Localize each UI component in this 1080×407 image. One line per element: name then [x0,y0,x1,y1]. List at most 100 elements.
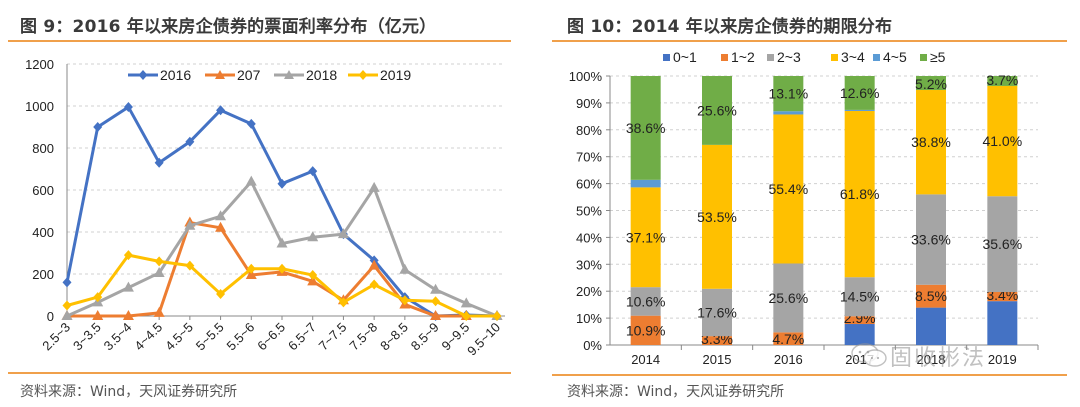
y-tick-label: 200 [32,267,54,282]
data-point-2018 [153,266,165,277]
y-tick-label: 100% [569,69,603,84]
bar-segment-3~4 [630,187,661,288]
data-point-207 [215,221,227,232]
bar-segment-≥5 [987,76,1018,86]
x-tick-label: 9.5~10 [464,320,503,359]
bar-segment-2~3 [987,196,1018,293]
bar-segment-1~2 [987,292,1018,302]
data-point-2019 [277,263,287,274]
legend-item-2016: 2016 [128,67,191,83]
legend-item-2018: 2018 [274,67,337,83]
left-figure-title: 图 9：2016 年以来房企债券的票面利率分布（亿元） [20,17,437,37]
data-point-2019 [400,295,410,306]
legend-item-3~4: 3~4 [831,49,865,65]
legend-item-≥5: ≥5 [920,49,946,65]
y-tick-label: 0 [47,309,54,324]
bar-segment-1~2 [702,336,732,345]
x-tick-label: 6~6.5 [254,320,288,354]
legend-item-2019: 2019 [348,67,411,83]
data-point-2018 [307,231,319,242]
y-tick-label: 0% [583,338,602,353]
data-label: 10.9% [626,322,666,338]
data-point-2018 [122,281,134,292]
left-figure-panel: 图 9：2016 年以来房企债券的票面利率分布（亿元） 0 200 400 600 80… [8,17,511,400]
legend-label: 207 [237,67,261,83]
data-point-2019 [185,260,195,271]
legend-marker-icon [284,70,294,79]
y-tick-label: 20% [576,284,602,299]
legend-swatch [831,54,838,61]
data-point-2019 [461,311,471,321]
y-tick-label: 1000 [25,99,54,114]
data-point-2018 [430,283,442,294]
bar-segment-2~3 [630,287,661,316]
data-point-207 [430,310,442,320]
coupon-rate-line-chart: 0 200 400 600 800 1000 1200 2.5~33~3.53.5~44~4.… [25,57,505,359]
data-label: 17.6% [697,304,737,320]
data-point-2016 [277,178,287,189]
bar-segment-4~5 [844,109,875,111]
bar-segment-≥5 [844,76,875,110]
data-label: 8.5% [915,288,947,304]
x-tick-label: 2014 [631,352,660,367]
data-label: 38.6% [626,120,666,136]
bar-segment-4~5 [630,179,661,188]
bar-segment-1~2 [630,315,661,345]
y-tick-label: 70% [576,150,602,165]
data-point-2018 [460,297,472,308]
bar-segment-3~4 [773,114,804,264]
data-point-2016 [308,166,318,177]
legend-label: 3~4 [841,49,865,65]
data-point-2018 [245,175,257,186]
x-tick-label: 2.5~3 [39,320,73,354]
x-tick-label: 6.5~7 [285,320,319,354]
right-figure-panel: 图 10：2014 年以来房企债券的期限分布 0% 10% 20% 30% 40% 50%… [545,0,1080,407]
legend-swatch [920,54,927,61]
bar-segment-2~3 [702,288,732,337]
data-point-207 [368,259,380,270]
data-label: 41.0% [982,133,1022,149]
data-label: 37.1% [626,229,666,245]
x-tick-label: 8~8.5 [377,320,411,354]
legend-item-1~2: 1~2 [721,49,755,65]
y-tick-label: 1200 [25,57,54,72]
bar-segment-≥5 [702,76,732,145]
data-label: 14.5% [840,289,880,305]
left-title-divider [8,40,511,42]
right-source-note: 资料来源：Wind，天风证券研究所 [567,384,785,400]
watermark-text: 固收彬法 [890,346,987,371]
bar-segment-3~4 [702,144,732,289]
right-source-divider [552,374,1067,376]
legend-item-4~5: 4~5 [873,49,907,65]
bar-segment-3~4 [916,89,946,195]
x-tick-label: 2019 [988,352,1017,367]
data-label: 4.7% [772,331,804,347]
legend-swatch [873,54,880,61]
bar-segment-1~2 [773,332,804,345]
y-tick-label: 60% [576,177,602,192]
data-label: 25.6% [697,102,737,118]
left-source-note: 资料来源：Wind，天风证券研究所 [20,384,238,400]
data-point-2019 [123,250,133,261]
right-figure-title: 图 10：2014 年以来房企债券的期限分布 [567,17,893,37]
y-tick-label: 600 [32,183,54,198]
data-point-2016 [123,102,133,113]
legend-swatch [663,54,670,61]
y-tick-label: 80% [576,123,602,138]
y-tick-label: 90% [576,96,602,111]
bar-segment-≥5 [773,76,804,112]
legend-label: 2019 [380,67,411,83]
legend-item-207: 207 [205,67,261,83]
data-point-2019 [246,263,256,274]
legend-swatch [767,54,774,61]
data-point-2018 [337,228,349,239]
legend-label: 1~2 [731,49,755,65]
bar-segment-1~2 [916,284,946,308]
legend-item-2~3: 2~3 [767,49,801,65]
x-tick-label: 2015 [703,352,732,367]
bar-segment-2~3 [844,277,875,317]
legend-item-0~1: 0~1 [663,49,697,65]
data-point-2019 [492,311,502,321]
y-tick-label: 40% [576,230,602,245]
data-label: 13.1% [768,86,808,102]
